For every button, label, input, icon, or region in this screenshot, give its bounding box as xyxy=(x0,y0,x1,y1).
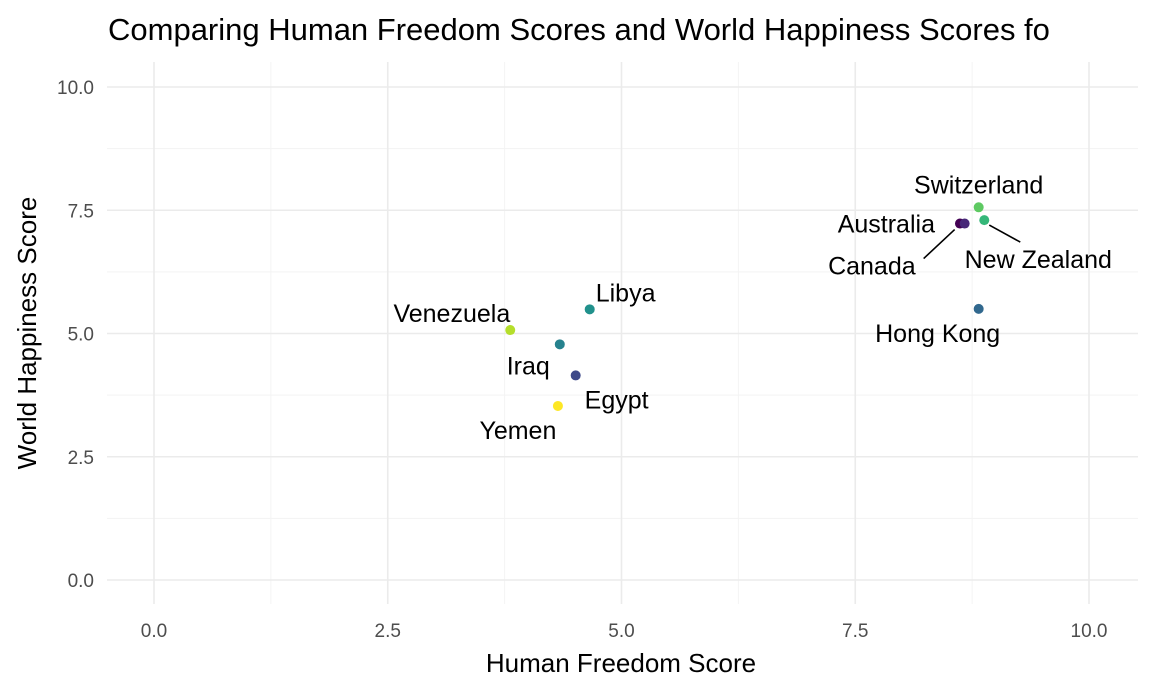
data-points xyxy=(505,202,990,411)
y-tick-label: 0.0 xyxy=(68,571,94,592)
x-tick-label: 7.5 xyxy=(842,621,868,642)
grid xyxy=(107,62,1138,604)
point-label: Iraq xyxy=(507,352,550,380)
y-tick-label: 2.5 xyxy=(68,448,94,469)
point-label: Libya xyxy=(596,279,656,307)
point-labels: Switzerland New Zealand Australia Canada Hon… xyxy=(393,171,1111,445)
point-label: Egypt xyxy=(585,386,649,414)
data-point xyxy=(973,202,984,213)
y-tick-label: 5.0 xyxy=(68,325,94,346)
point-label: Switzerland xyxy=(914,171,1043,199)
label-connectors xyxy=(923,224,1021,260)
x-tick-label: 5.0 xyxy=(608,621,634,642)
y-tick-label: 7.5 xyxy=(68,201,94,222)
data-point xyxy=(959,218,970,229)
x-axis-title: Human Freedom Score xyxy=(486,648,756,678)
point-label: New Zealand xyxy=(965,246,1112,274)
point-label: Yemen xyxy=(479,417,556,445)
label-connector xyxy=(923,228,956,260)
point-label: Canada xyxy=(828,253,916,281)
x-tick-label: 0.0 xyxy=(141,621,167,642)
point-label: Venezuela xyxy=(393,300,510,328)
data-point xyxy=(973,303,984,314)
y-tick-label: 10.0 xyxy=(57,78,94,99)
point-label: Australia xyxy=(838,211,935,239)
x-tick-label: 2.5 xyxy=(375,621,401,642)
y-axis-title: World Happiness Score xyxy=(12,197,42,470)
tick-labels: 0.0 2.5 5.0 7.5 10.0 0.0 2.5 5.0 7.5 10.0 xyxy=(57,78,1107,642)
point-label: Hong Kong xyxy=(875,320,1000,348)
data-point xyxy=(505,325,516,336)
data-point xyxy=(552,400,563,411)
data-point xyxy=(979,215,990,226)
label-connector xyxy=(988,224,1021,243)
data-point xyxy=(554,339,565,350)
data-point xyxy=(584,304,595,315)
chart-title: Comparing Human Freedom Scores and World… xyxy=(108,12,1050,47)
x-tick-label: 10.0 xyxy=(1071,621,1108,642)
data-point xyxy=(570,370,581,381)
